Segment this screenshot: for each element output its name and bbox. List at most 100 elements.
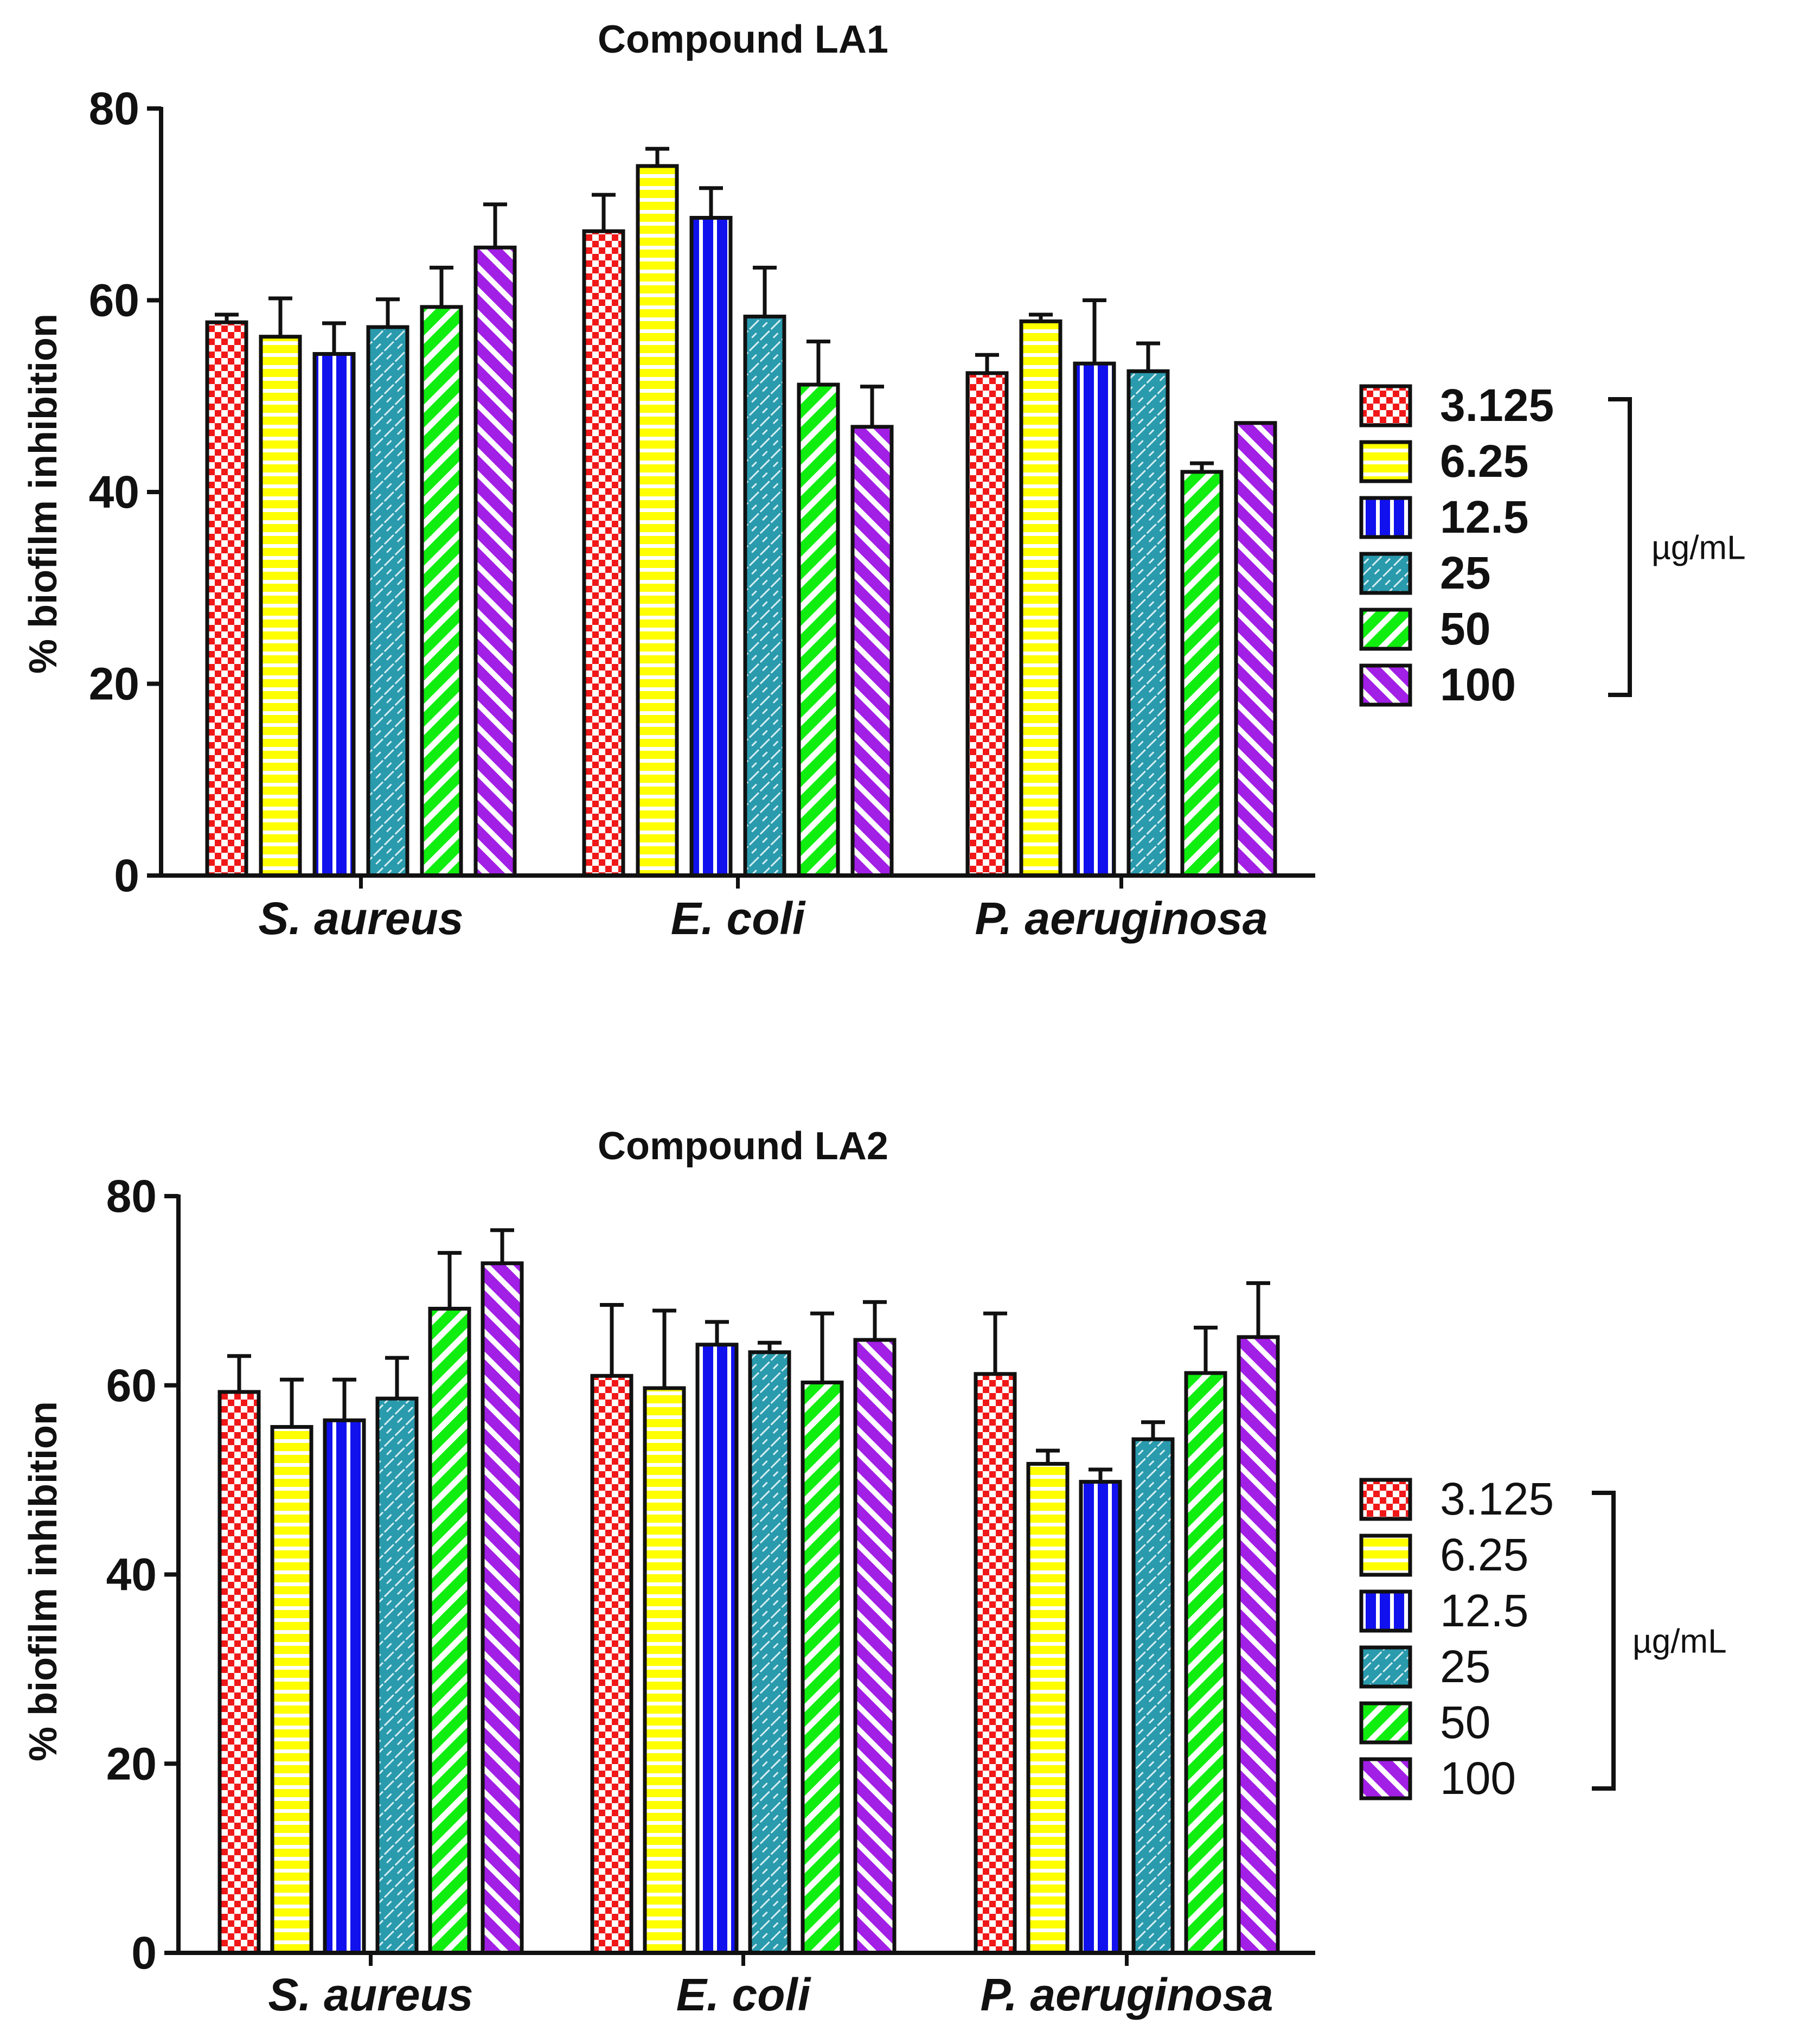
chart-la2-legend-label: 50 — [1440, 1697, 1490, 1748]
chart-la1-legend-label: 100 — [1440, 659, 1516, 710]
chart-la1-legend-label: 6.25 — [1440, 436, 1529, 487]
chart-la2-legend-label: 3.125 — [1440, 1473, 1554, 1524]
chart-la1-legend-swatch — [1359, 496, 1412, 539]
chart-la1-ytick-label: 0 — [114, 850, 139, 901]
chart-la2-legend-label: 100 — [1440, 1753, 1516, 1804]
chart-la2-legend-bracket — [1592, 1491, 1616, 1791]
chart-la2-bar — [590, 1374, 633, 1955]
chart-la1-ylabel: % biofilm inhibition — [22, 314, 65, 674]
chart-la1-legend-unit: µg/mL — [1651, 529, 1746, 567]
chart-la1-legend-item: 100 — [1359, 659, 1516, 710]
chart-la2-bar — [748, 1350, 791, 1955]
chart-la1-bar — [259, 335, 302, 878]
chart-la1-group-2 — [965, 298, 1277, 878]
chart-la1-legend-swatch — [1359, 384, 1412, 427]
chart-la2-group-2 — [974, 1281, 1280, 1955]
chart-la1-bar — [850, 425, 894, 878]
chart-la1-legend-label: 3.125 — [1440, 380, 1554, 431]
chart-la2-legend-swatch — [1359, 1534, 1412, 1577]
chart-la2-bar — [375, 1396, 419, 1955]
chart-la2-bar — [853, 1338, 897, 1955]
chart-la1-legend-swatch — [1359, 440, 1412, 483]
chart-la2-bar — [217, 1390, 261, 1955]
chart-la1-bar — [1180, 470, 1224, 878]
chart-la2-legend-unit: µg/mL — [1632, 1623, 1727, 1660]
chart-la1-bar — [743, 315, 786, 878]
chart-la1-bar — [366, 325, 409, 878]
chart-la2-bar — [1079, 1480, 1122, 1955]
chart-la2-bar — [1237, 1335, 1280, 1955]
chart-la2-category-label: E. coli — [676, 1969, 811, 2020]
chart-la1-bar — [420, 305, 463, 878]
chart-la2-legend-swatch — [1359, 1478, 1412, 1521]
chart-la1-ytick-label: 40 — [89, 467, 139, 518]
chart-la2-title: Compound LA2 — [598, 1125, 888, 1168]
chart-la1-bar — [1073, 361, 1116, 878]
chart-la1-category-label: E. coli — [671, 893, 806, 944]
chart-la2-group-1 — [590, 1300, 897, 1955]
chart-la1: Compound LA1 % biofilm inhibition S. aur… — [22, 18, 1746, 944]
chart-la2-legend-swatch — [1359, 1645, 1412, 1689]
chart-la2-legend-item: 3.125 — [1359, 1473, 1554, 1524]
chart-la2-legend-label: 12.5 — [1440, 1585, 1529, 1636]
chart-la1-legend-bracket — [1608, 397, 1632, 697]
chart-la2-legend-label: 6.25 — [1440, 1529, 1529, 1580]
chart-la2-bar — [1026, 1461, 1070, 1955]
chart-la2-bar — [481, 1261, 524, 1955]
chart-la1-legend-item: 12.5 — [1359, 491, 1529, 542]
chart-la1-bar — [473, 245, 517, 878]
chart-la1-bar — [1019, 319, 1062, 878]
chart-la1-legend-item: 50 — [1359, 603, 1490, 654]
chart-la2-legend-item: 100 — [1359, 1753, 1516, 1804]
chart-la1-legend-label: 12.5 — [1440, 491, 1529, 542]
chart-la2-ytick-label: 80 — [106, 1171, 157, 1222]
chart-la2-legend-swatch — [1359, 1589, 1412, 1633]
chart-la2-category-label: P. aeruginosa — [980, 1969, 1273, 2020]
chart-la1-bar — [1126, 369, 1170, 878]
chart-la2-category-label: S. aureus — [268, 1969, 473, 2020]
chart-la2-bar — [270, 1425, 313, 1955]
chart-la1-bar — [797, 382, 840, 878]
chart-la2-bar — [1184, 1371, 1227, 1955]
chart-la1-legend-label: 25 — [1440, 547, 1490, 598]
chart-la2-legend-item: 50 — [1359, 1697, 1490, 1748]
chart-la2-ytick-label: 40 — [106, 1549, 157, 1600]
chart-la2-legend-swatch — [1359, 1757, 1412, 1800]
chart-la1-legend-swatch — [1359, 552, 1412, 595]
chart-la1-legend-swatch — [1359, 663, 1412, 707]
chart-la2-ylabel: % biofilm inhibition — [22, 1401, 65, 1761]
chart-la1-legend-item: 3.125 — [1359, 380, 1554, 431]
chart-la1-legend-label: 50 — [1440, 603, 1490, 654]
chart-la2-ytick-label: 60 — [106, 1360, 157, 1411]
chart-la2-ytick-label: 0 — [131, 1927, 157, 1978]
chart-la1-ytick-label: 80 — [89, 83, 139, 134]
chart-la1-bar — [312, 352, 356, 878]
chart-la1-bar — [1234, 421, 1277, 878]
chart-la2-ytick-label: 20 — [106, 1738, 157, 1789]
chart-la2-legend-item: 12.5 — [1359, 1585, 1529, 1636]
chart-la1-bar — [965, 371, 1009, 878]
chart-la1-ytick-label: 60 — [89, 275, 139, 326]
chart-la2-bar — [695, 1343, 739, 1955]
chart-la2-bar — [428, 1307, 471, 1955]
chart-la2-legend-label: 25 — [1440, 1641, 1490, 1692]
chart-la2-legend-swatch — [1359, 1701, 1412, 1745]
chart-la2: Compound LA2 % biofilm inhibition S. aur… — [22, 1125, 1727, 2020]
chart-la1-category-label: S. aureus — [258, 893, 463, 944]
chart-la2-bar — [1131, 1437, 1175, 1955]
chart-la2-plot: S. aureus E. coli P. aeruginosa 0 20 40 60 80 — [106, 1171, 1315, 2020]
chart-la1-bar — [689, 215, 733, 878]
chart-la1-plot: S. aureus E. coli P. aeruginosa 0 20 40 60 80 — [89, 83, 1315, 944]
chart-la1-group-0 — [205, 202, 517, 878]
chart-la2-bar — [323, 1418, 366, 1955]
chart-la1-category-label: P. aeruginosa — [975, 893, 1267, 944]
chart-la1-group-1 — [582, 146, 894, 878]
chart-la1-legend-item: 6.25 — [1359, 436, 1529, 487]
chart-la1-bar — [582, 229, 625, 878]
chart-la1-legend-swatch — [1359, 608, 1412, 651]
chart-la2-group-0 — [217, 1228, 524, 1955]
chart-la2-bar — [974, 1372, 1017, 1955]
